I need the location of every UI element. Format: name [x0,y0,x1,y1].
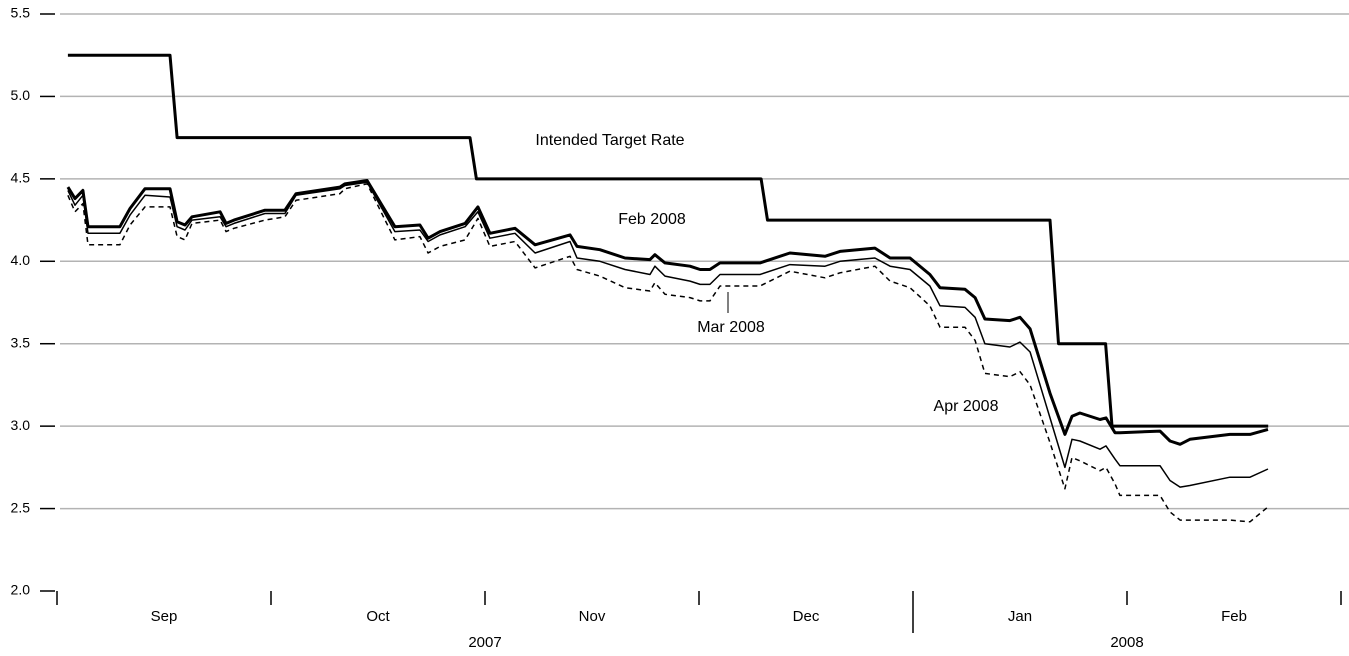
y-tick-label: 2.0 [11,582,31,598]
y-tick-label: 3.5 [11,334,31,350]
year-label: 2007 [468,634,501,651]
x-tick-label: Jan [1008,608,1032,625]
x-tick-label: Dec [793,608,820,625]
x-tick-label: Oct [366,608,390,625]
x-tick-label: Sep [151,608,178,625]
y-tick-label: 4.0 [11,252,31,268]
y-tick-label: 4.5 [11,170,31,186]
series-label: Mar 2008 [697,319,765,336]
series-label: Apr 2008 [934,398,999,415]
series-line [67,53,1269,428]
y-tick-label: 5.0 [11,87,31,103]
y-tick-label: 2.5 [11,499,31,515]
series-line [67,183,1269,523]
series-line [67,181,1269,488]
x-tick-label: Feb [1221,608,1247,625]
series-line [66,179,1269,446]
x-tick-label: Nov [579,608,606,625]
series-label: Feb 2008 [618,211,686,228]
year-label: 2008 [1110,634,1143,651]
y-tick-label: 5.5 [11,5,31,21]
series-label: Intended Target Rate [535,132,684,149]
y-tick-label: 3.0 [11,417,31,433]
